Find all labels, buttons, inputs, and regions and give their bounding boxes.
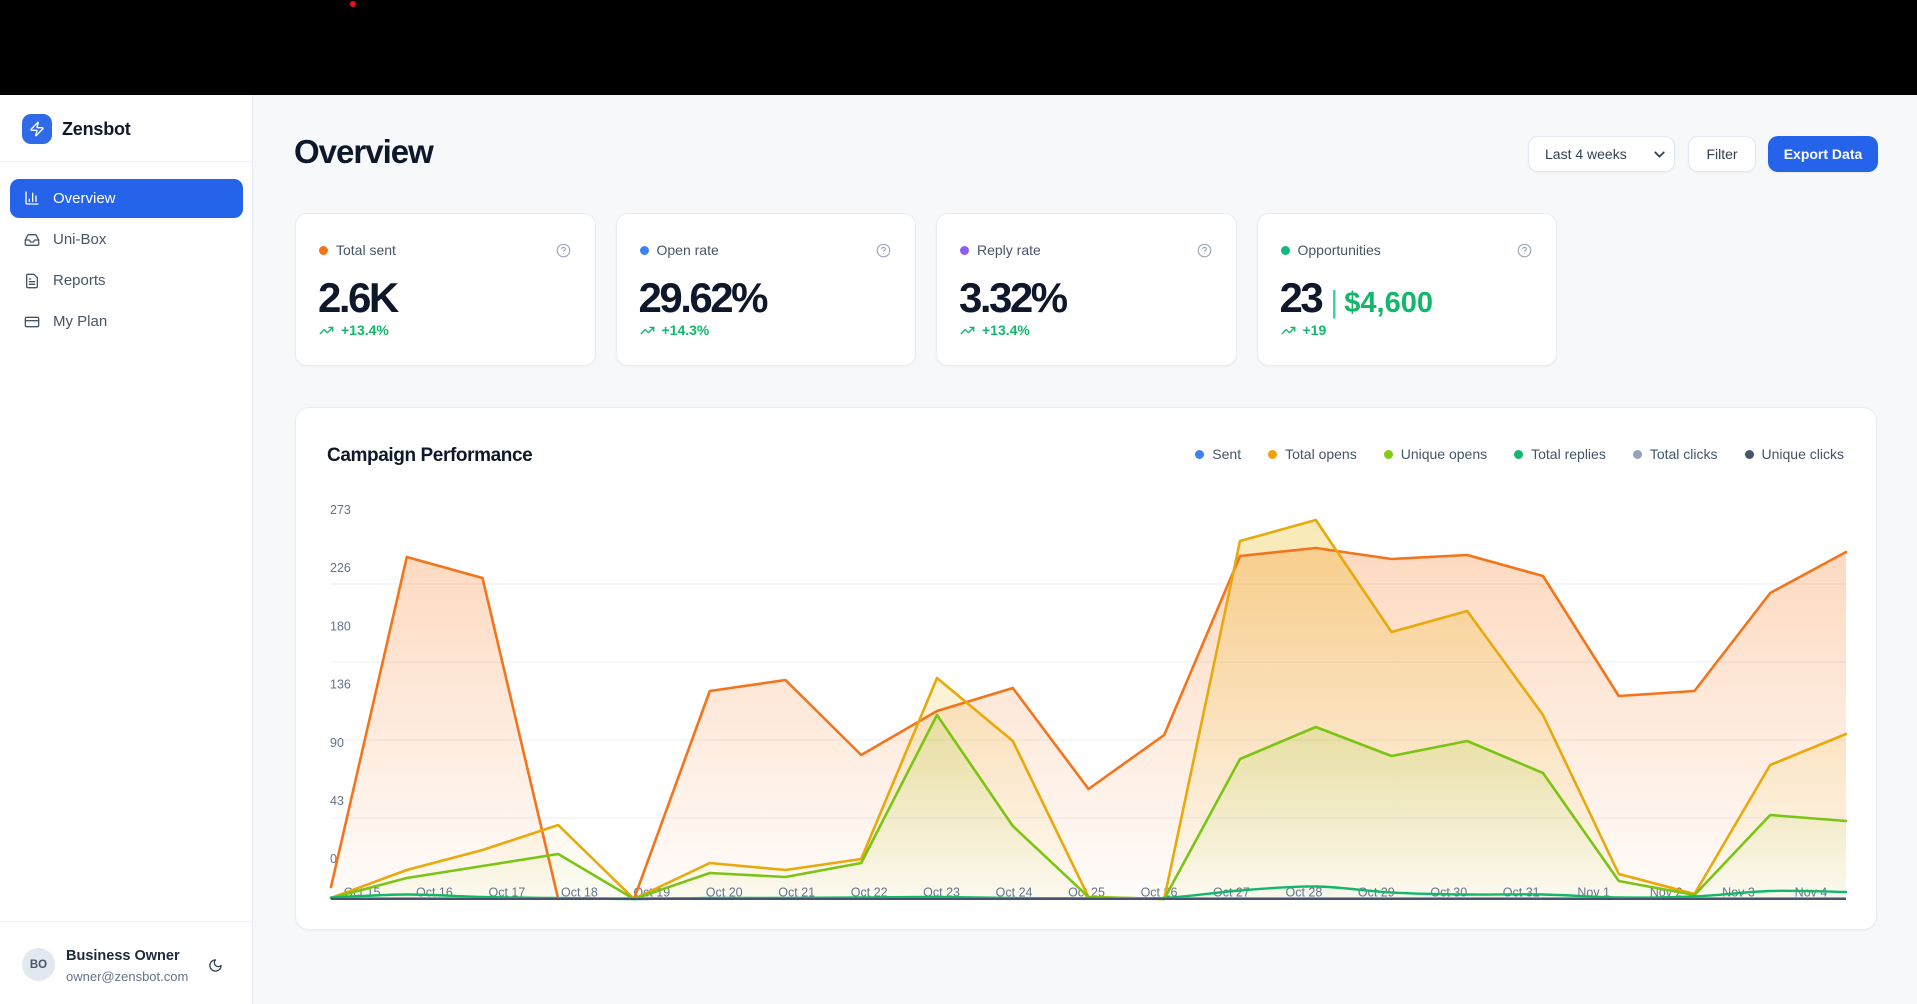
- svg-text:226: 226: [330, 561, 351, 575]
- svg-text:43: 43: [330, 794, 344, 808]
- svg-text:273: 273: [330, 503, 351, 517]
- svg-text:Oct 21: Oct 21: [778, 886, 815, 900]
- svg-text:180: 180: [330, 619, 351, 633]
- svg-text:Oct 28: Oct 28: [1285, 886, 1322, 900]
- svg-text:Oct 31: Oct 31: [1503, 886, 1540, 900]
- svg-text:Oct 18: Oct 18: [561, 886, 598, 900]
- svg-text:136: 136: [330, 678, 351, 692]
- svg-text:Oct 20: Oct 20: [706, 886, 743, 900]
- svg-text:90: 90: [330, 736, 344, 750]
- svg-text:Oct 24: Oct 24: [996, 886, 1033, 900]
- svg-text:Oct 17: Oct 17: [488, 886, 525, 900]
- svg-text:Nov 4: Nov 4: [1795, 886, 1828, 900]
- svg-text:Oct 30: Oct 30: [1430, 886, 1467, 900]
- svg-text:Oct 22: Oct 22: [851, 886, 888, 900]
- svg-text:0: 0: [330, 852, 337, 866]
- svg-text:Oct 27: Oct 27: [1213, 886, 1250, 900]
